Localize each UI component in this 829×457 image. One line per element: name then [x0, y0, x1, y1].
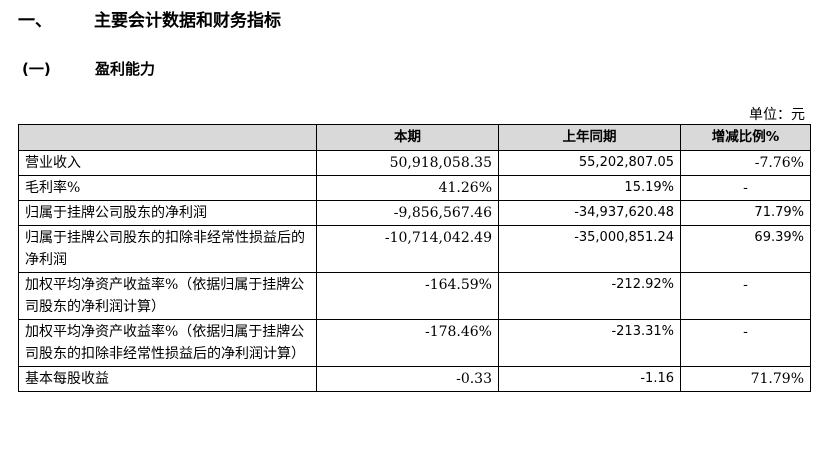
prior-value: 55,202,807.05	[498, 150, 681, 176]
change-value: 71.79%	[680, 200, 811, 226]
change-value: -	[680, 175, 811, 201]
header-current-period: 本期	[316, 124, 499, 151]
change-value: 69.39%	[680, 225, 811, 273]
prior-value: -1.16	[498, 366, 681, 392]
prior-value: -34,937,620.48	[498, 200, 681, 226]
prior-value: 15.19%	[498, 175, 681, 201]
prior-value: -213.31%	[498, 319, 681, 367]
header-change-percent: 增减比例%	[680, 124, 811, 151]
current-value: -164.59%	[316, 272, 499, 320]
subsection-number: (一)	[22, 60, 51, 78]
prior-value: -212.92%	[498, 272, 681, 320]
prior-value: -35,000,851.24	[498, 225, 681, 273]
unit-label: 单位：元	[749, 107, 805, 123]
change-value: -	[680, 272, 811, 320]
table-row: 加权平均净资产收益率%（依据归属于挂牌公司股东的净利润计算） -164.59% …	[18, 272, 811, 320]
row-label: 归属于挂牌公司股东的扣除非经常性损益后的净利润	[18, 225, 317, 273]
row-label: 加权平均净资产收益率%（依据归属于挂牌公司股东的净利润计算）	[18, 272, 317, 320]
current-value: -0.33	[316, 366, 499, 392]
section-number: 一、	[18, 11, 52, 31]
table-row: 营业收入 50,918,058.35 55,202,807.05 -7.76%	[18, 150, 811, 176]
row-label: 营业收入	[18, 150, 317, 176]
table-row: 归属于挂牌公司股东的净利润 -9,856,567.46 -34,937,620.…	[18, 200, 811, 226]
current-value: -178.46%	[316, 319, 499, 367]
table-row: 归属于挂牌公司股东的扣除非经常性损益后的净利润 -10,714,042.49 -…	[18, 225, 811, 273]
current-value: -9,856,567.46	[316, 200, 499, 226]
table-row: 加权平均净资产收益率%（依据归属于挂牌公司股东的扣除非经常性损益后的净利润计算）…	[18, 319, 811, 367]
header-prior-period: 上年同期	[498, 124, 681, 151]
row-label: 归属于挂牌公司股东的净利润	[18, 200, 317, 226]
table-row: 毛利率% 41.26% 15.19% -	[18, 175, 811, 201]
change-value: -7.76%	[680, 150, 811, 176]
header-label-column	[18, 124, 317, 151]
row-label: 毛利率%	[18, 175, 317, 201]
financial-indicators-table: 本期 上年同期 增减比例% 营业收入 50,918,058.35 55,202,…	[18, 124, 811, 392]
current-value: -10,714,042.49	[316, 225, 499, 273]
change-value: 71.79%	[680, 366, 811, 392]
row-label: 加权平均净资产收益率%（依据归属于挂牌公司股东的扣除非经常性损益后的净利润计算）	[18, 319, 317, 367]
change-value: -	[680, 319, 811, 367]
table-row: 基本每股收益 -0.33 -1.16 71.79%	[18, 366, 811, 392]
current-value: 41.26%	[316, 175, 499, 201]
row-label: 基本每股收益	[18, 366, 317, 392]
subsection-title: 盈利能力	[95, 60, 156, 78]
current-value: 50,918,058.35	[316, 150, 499, 176]
section-title: 主要会计数据和财务指标	[94, 11, 281, 31]
table-header-row: 本期 上年同期 增减比例%	[18, 124, 811, 151]
